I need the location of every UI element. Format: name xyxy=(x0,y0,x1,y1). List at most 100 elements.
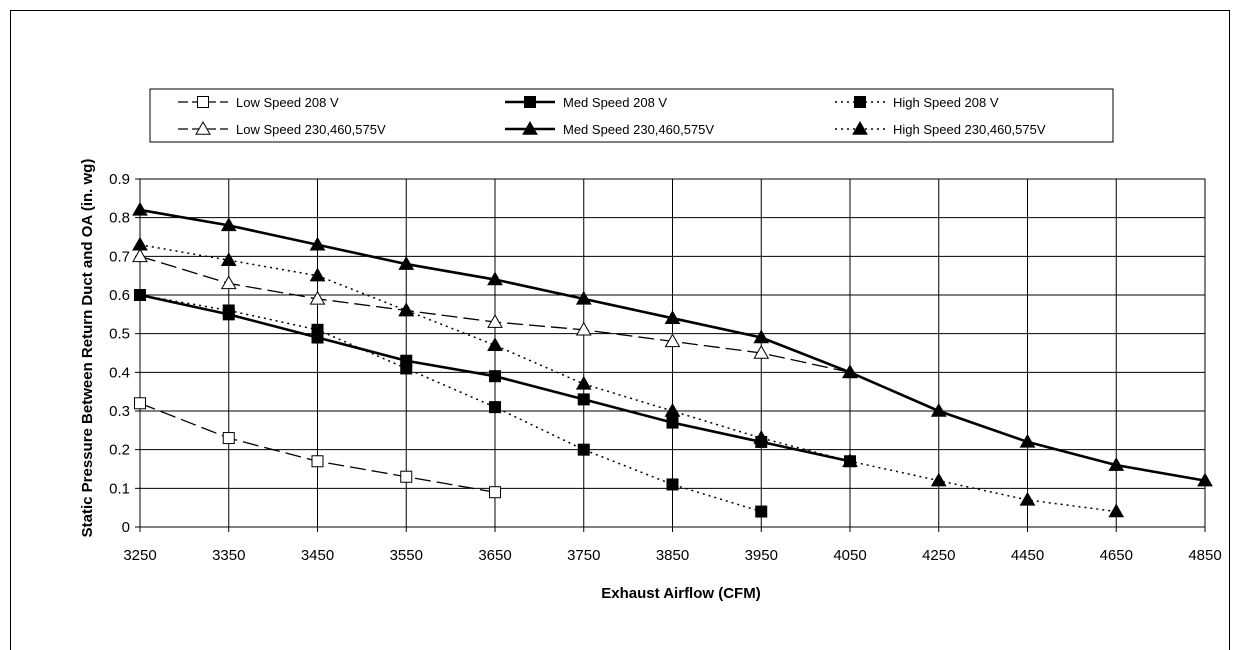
data-point xyxy=(487,314,503,328)
x-tick-label: 4450 xyxy=(1011,547,1044,564)
x-tick-label: 4850 xyxy=(1188,547,1221,564)
series-5 xyxy=(132,201,1213,487)
data-point xyxy=(400,362,413,375)
legend-marker xyxy=(522,120,538,135)
data-point xyxy=(666,478,679,491)
legend-item: Med Speed 230,460,575V xyxy=(505,120,714,137)
data-point xyxy=(134,397,146,410)
data-point xyxy=(1197,472,1213,487)
grid xyxy=(135,178,1206,532)
x-tick-label: 3850 xyxy=(656,547,689,564)
legend-marker xyxy=(197,96,209,108)
data-point xyxy=(220,252,237,266)
legend-marker xyxy=(195,120,211,135)
legend: Low Speed 208 V Med Speed 208 V High Speed… xyxy=(149,88,1114,143)
data-point xyxy=(930,472,947,487)
legend-item: High Speed 208 V xyxy=(835,95,999,110)
data-point xyxy=(132,201,148,216)
x-tick-label: 3650 xyxy=(478,547,511,564)
data-point xyxy=(1108,503,1125,518)
x-tick-label: 3750 xyxy=(567,547,600,564)
data-point xyxy=(309,236,326,251)
data-point xyxy=(311,323,324,336)
y-tick-label: 0.3 xyxy=(109,403,130,420)
data-point xyxy=(309,267,326,282)
data-point xyxy=(222,432,235,445)
series-6 xyxy=(132,236,1125,518)
series-1 xyxy=(134,397,501,499)
y-tick-label: 0.9 xyxy=(109,171,130,188)
data-point xyxy=(134,289,146,301)
legend-marker xyxy=(852,120,868,135)
data-point xyxy=(132,236,148,251)
data-point xyxy=(220,217,237,232)
series-3 xyxy=(134,289,768,518)
data-point xyxy=(487,337,503,352)
data-point xyxy=(753,344,770,359)
data-point xyxy=(489,486,501,499)
legend-item: Med Speed 208 V xyxy=(505,95,667,110)
data-point xyxy=(132,248,148,263)
legend-marker xyxy=(854,96,866,108)
ticks: 0 0.1 0.2 0.3 0.4 0.5 0.6 0.7 0.8 0.9 3250 3350 3450… xyxy=(109,171,1222,564)
data-point xyxy=(664,333,681,348)
data-point xyxy=(1019,491,1036,506)
legend-label: Med Speed 230,460,575V xyxy=(563,122,714,137)
legend-label: High Speed 208 V xyxy=(893,95,999,110)
data-point xyxy=(311,455,324,468)
x-tick-label: 3950 xyxy=(745,547,778,564)
x-tick-label: 4250 xyxy=(922,547,955,564)
y-tick-label: 0.5 xyxy=(109,326,130,343)
y-tick-label: 0.4 xyxy=(109,364,130,381)
data-point xyxy=(398,302,415,317)
x-tick-label: 3550 xyxy=(390,547,423,564)
y-tick-label: 0.7 xyxy=(109,248,130,265)
legend-label: Low Speed 208 V xyxy=(236,95,339,110)
data-point xyxy=(842,453,858,468)
data-point xyxy=(577,443,590,456)
legend-item: Low Speed 230,460,575V xyxy=(178,120,386,137)
data-point xyxy=(575,321,592,336)
data-point xyxy=(1108,457,1125,471)
series-layer xyxy=(132,201,1213,518)
y-tick-label: 0 xyxy=(122,519,130,536)
y-axis-title: Static Pressure Between Return Duct and … xyxy=(79,159,96,538)
y-tick-label: 0.6 xyxy=(109,287,130,304)
x-tick-label: 3450 xyxy=(301,547,334,564)
y-tick-label: 0.2 xyxy=(109,442,130,459)
data-point xyxy=(755,505,768,518)
data-point xyxy=(753,329,770,344)
y-tick-label: 0.1 xyxy=(109,480,130,497)
data-point xyxy=(842,364,858,379)
data-point xyxy=(575,290,592,305)
data-point xyxy=(489,401,501,414)
x-tick-label: 4050 xyxy=(833,547,866,564)
data-point xyxy=(309,290,326,305)
legend-item: High Speed 230,460,575V xyxy=(835,120,1046,137)
data-point xyxy=(489,370,501,383)
series-line xyxy=(139,294,762,513)
legend-label: Med Speed 208 V xyxy=(563,95,667,110)
series-line xyxy=(139,243,1117,513)
legend-marker xyxy=(524,96,536,108)
data-point xyxy=(664,310,681,324)
data-point xyxy=(577,393,590,406)
data-point xyxy=(220,275,237,290)
chart-frame xyxy=(10,10,1230,650)
data-point xyxy=(930,402,947,417)
data-point xyxy=(1019,433,1036,448)
legend-label: High Speed 230,460,575V xyxy=(893,122,1046,137)
data-point xyxy=(666,416,679,429)
data-point xyxy=(487,271,503,286)
legend-label: Low Speed 230,460,575V xyxy=(236,122,386,137)
data-point xyxy=(575,375,592,390)
data-point xyxy=(400,470,413,483)
y-tick-label: 0.8 xyxy=(109,210,130,227)
data-point xyxy=(664,402,681,417)
x-tick-label: 3250 xyxy=(123,547,156,564)
legend-item: Low Speed 208 V xyxy=(178,95,339,110)
data-point xyxy=(753,430,770,444)
data-point xyxy=(222,304,235,317)
data-point xyxy=(398,256,415,270)
x-axis-title: Exhaust Airflow (CFM) xyxy=(601,585,760,602)
